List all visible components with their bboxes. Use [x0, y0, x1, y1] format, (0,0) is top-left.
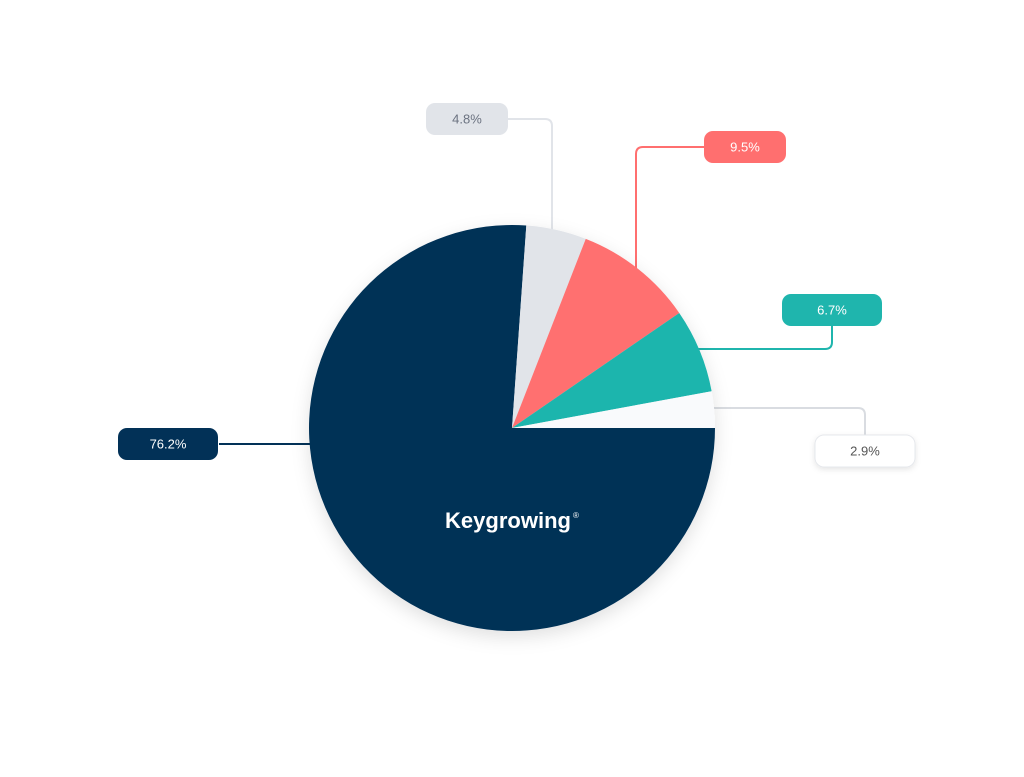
label-pill — [782, 294, 882, 326]
leader-line — [508, 118, 553, 230]
value-label: 6.7% — [817, 302, 847, 317]
value-label: 9.5% — [730, 139, 760, 154]
label-pill — [118, 428, 218, 460]
slice — [512, 312, 712, 428]
slice — [512, 391, 715, 428]
pie — [308, 224, 715, 631]
leader-line — [635, 146, 704, 268]
label-pill — [704, 131, 786, 163]
leader-line — [714, 407, 866, 435]
slice — [512, 225, 586, 428]
label-pill — [814, 434, 916, 468]
logo: Keygrowing — [445, 508, 571, 533]
leader-line — [698, 326, 833, 350]
value-label: 76.2% — [150, 436, 187, 451]
slice — [308, 224, 715, 631]
labels: 76.2% 4.8% 9.5% 6.7% 2.9% — [118, 103, 916, 468]
label-pill — [426, 103, 508, 135]
slice — [512, 238, 680, 428]
value-label: 4.8% — [452, 111, 482, 126]
value-label: 2.9% — [850, 443, 880, 458]
leaders — [219, 118, 866, 445]
logo-mark: ® — [573, 511, 579, 520]
